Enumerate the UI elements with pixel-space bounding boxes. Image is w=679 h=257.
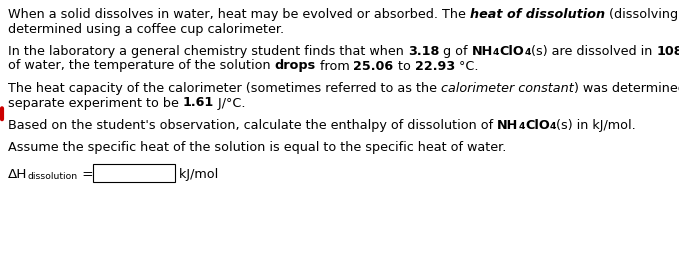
Text: kJ/mol: kJ/mol (175, 168, 219, 181)
Text: NH: NH (497, 119, 518, 132)
Text: 1.61: 1.61 (183, 96, 214, 109)
Text: The heat capacity of the calorimeter (sometimes referred to as the: The heat capacity of the calorimeter (so… (8, 82, 441, 95)
Text: In the laboratory a general chemistry student finds that when: In the laboratory a general chemistry st… (8, 45, 408, 58)
Text: J/°C.: J/°C. (214, 96, 246, 109)
Text: Assume the specific heat of the solution is equal to the specific heat of water.: Assume the specific heat of the solution… (8, 142, 507, 154)
Text: 4: 4 (549, 122, 556, 131)
Text: 4: 4 (518, 122, 525, 131)
Text: determined using a coffee cup calorimeter.: determined using a coffee cup calorimete… (8, 23, 284, 35)
Text: (s) are dissolved in: (s) are dissolved in (531, 45, 656, 58)
Text: heat of dissolution: heat of dissolution (470, 8, 605, 21)
Text: ) was determined in a: ) was determined in a (574, 82, 679, 95)
Text: 25.06: 25.06 (354, 60, 394, 72)
Text: g of: g of (439, 45, 472, 58)
Text: 22.93: 22.93 (414, 60, 455, 72)
Text: separate experiment to be: separate experiment to be (8, 96, 183, 109)
Text: =: = (77, 168, 93, 181)
Text: dissolution: dissolution (28, 172, 77, 181)
Text: 108.50: 108.50 (656, 45, 679, 58)
Text: ClO: ClO (525, 119, 549, 132)
Text: ΔH: ΔH (8, 168, 28, 181)
Text: When a solid dissolves in water, heat may be evolved or absorbed. The: When a solid dissolves in water, heat ma… (8, 8, 470, 21)
Text: to: to (394, 60, 414, 72)
Text: Based on the student's observation, calculate the enthalpy of dissolution of: Based on the student's observation, calc… (8, 119, 497, 132)
Text: °C.: °C. (455, 60, 478, 72)
Text: (s) in kJ/mol.: (s) in kJ/mol. (556, 119, 636, 132)
Text: 4: 4 (524, 48, 531, 57)
Text: 3.18: 3.18 (408, 45, 439, 58)
Text: drops: drops (274, 60, 316, 72)
Text: of water, the temperature of the solution: of water, the temperature of the solutio… (8, 60, 274, 72)
Text: NH: NH (472, 45, 493, 58)
Text: from: from (316, 60, 354, 72)
Text: calorimeter constant: calorimeter constant (441, 82, 574, 95)
Text: 4: 4 (493, 48, 500, 57)
Text: (dissolving) can be: (dissolving) can be (605, 8, 679, 21)
Text: ClO: ClO (500, 45, 524, 58)
